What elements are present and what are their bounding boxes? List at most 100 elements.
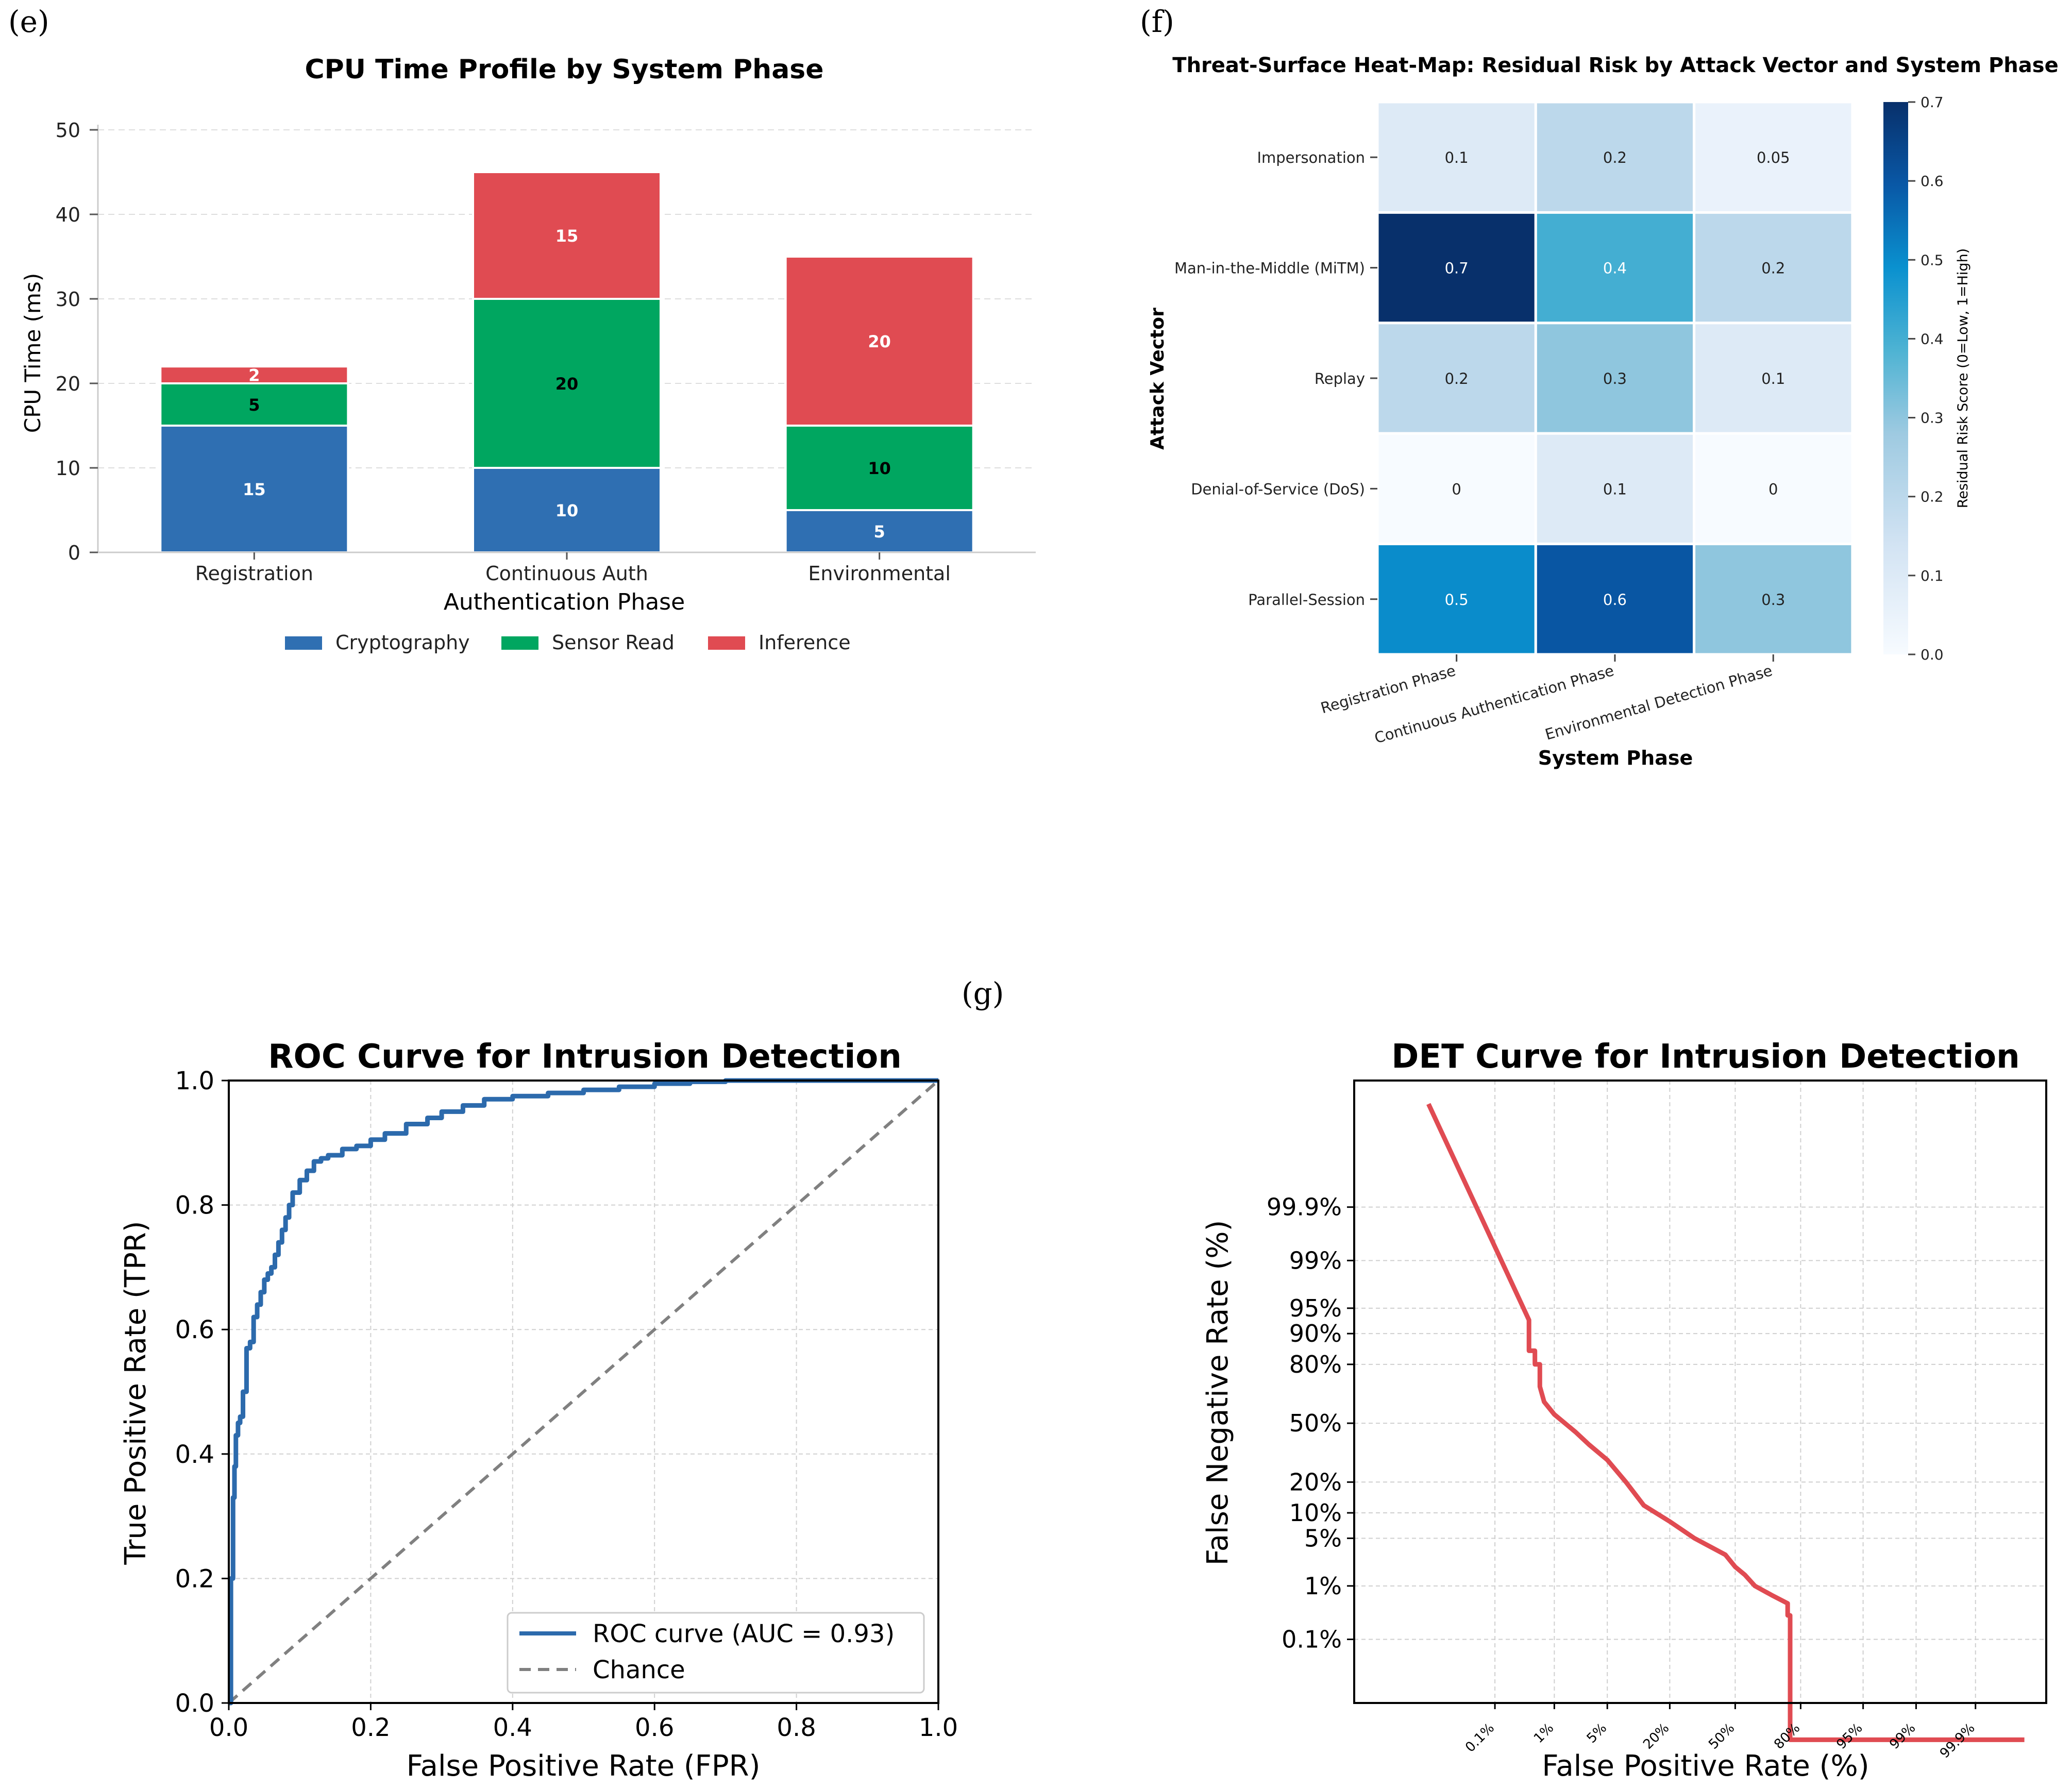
heatmap-cell: [1534, 100, 1696, 214]
colorbar-tick-label: 0.0: [1921, 646, 1944, 663]
heatmap-cell-value: 0.4: [1603, 260, 1627, 277]
heatmap-cell: [1534, 322, 1696, 435]
cpu-y-axis-label: CPU Time (ms): [20, 273, 45, 433]
heatmap-col-label: Registration Phase: [1319, 662, 1458, 717]
cpu-y-tick-label: 50: [56, 119, 80, 142]
threat-heatmap: Threat-Surface Heat-Map: Residual Risk b…: [1147, 54, 2059, 769]
cpu-bar-inference: [159, 365, 349, 385]
det-y-tick-label: 20%: [1289, 1468, 1342, 1496]
roc-legend: ROC curve (AUC = 0.93) Chance: [507, 1612, 925, 1694]
roc-y-tick-label: 0.4: [175, 1440, 214, 1469]
cpu-x-axis: Registration Continuous Auth Environmental: [98, 551, 1036, 585]
det-ticks: 0.1% 1% 5% 20% 50% 80% 95% 99% 99.9%0.1%1%5%10%2…: [1267, 1193, 1978, 1762]
cpu-bar-value-label: 2: [248, 366, 260, 385]
roc-lines: [228, 1078, 939, 1706]
det-y-axis-label: False Negative Rate (%): [1201, 1220, 1235, 1566]
panel-label-f: (f): [1140, 4, 1174, 39]
det-y-tick-label: 1%: [1304, 1572, 1342, 1600]
colorbar-tick-label: 0.4: [1921, 330, 1944, 347]
cpu-legend-label: Cryptography: [335, 631, 470, 654]
roc-y-axis-label: True Positive Rate (TPR): [119, 1221, 153, 1565]
heatmap-cell: [1693, 322, 1854, 435]
heatmap-cell: [1534, 543, 1696, 656]
cpu-x-tick-label: Continuous Auth: [485, 562, 648, 585]
roc-x-axis-label: False Positive Rate (FPR): [407, 1749, 761, 1783]
det-x-tick-label: 95%: [1833, 1720, 1865, 1752]
det-y-tick-label: 99%: [1289, 1246, 1342, 1274]
heatmap-cell-value: 0.05: [1757, 149, 1790, 166]
det-y-tick-label: 5%: [1304, 1524, 1342, 1552]
heatmap-cell-value: 0: [1452, 480, 1461, 498]
det-y-tick-label: 0.1%: [1282, 1626, 1342, 1654]
heatmap-row-label: Parallel-Session: [1248, 591, 1365, 609]
det-y-tick-label: 99.9%: [1267, 1193, 1342, 1221]
cpu-legend-label: Sensor Read: [552, 631, 675, 654]
heatmap-cell-value: 0.1: [1445, 149, 1469, 166]
det-x-tick-label: 80%: [1771, 1720, 1803, 1752]
cpu-bar-value-label: 15: [555, 226, 579, 246]
cpu-bar-value-label: 5: [874, 522, 885, 542]
det-curve: [1426, 1103, 2025, 1742]
det-y-tick-label: 95%: [1289, 1294, 1342, 1322]
cpu-y-axis: 0 10 20 30 40 50: [56, 119, 99, 564]
cpu-x-axis-label: Authentication Phase: [444, 589, 685, 615]
heatmap-row-label: Denial-of-Service (DoS): [1191, 480, 1365, 498]
cpu-legend-swatch: [501, 636, 538, 650]
cpu-bar-sensor-read: [159, 382, 349, 427]
heatmap-y-axis-label: Attack Vector: [1147, 308, 1168, 450]
colorbar-tick-label: 0.3: [1921, 410, 1944, 427]
det-y-tick-label: 10%: [1289, 1499, 1342, 1527]
heatmap-cell-value: 0.3: [1603, 370, 1627, 387]
roc-x-tick-label: 0.6: [635, 1713, 674, 1742]
det-x-tick-label: 20%: [1640, 1720, 1672, 1752]
roc-y-tick-label: 0.0: [175, 1689, 214, 1718]
roc-chart-title: ROC Curve for Intrusion Detection: [268, 1038, 902, 1076]
roc-chart: ROC Curve for Intrusion Detection 0.0 0.2…: [119, 1038, 958, 1783]
cpu-y-tick-label: 40: [56, 204, 80, 226]
heatmap-cell: [1693, 100, 1854, 214]
cpu-legend-label: Inference: [759, 631, 851, 654]
panel-label-g: (g): [962, 976, 1004, 1011]
colorbar-label: Residual Risk Score (0=Low, 1=High): [1955, 248, 1971, 508]
roc-y-tick-label: 1.0: [175, 1067, 214, 1095]
cpu-x-tick-label: Registration: [195, 562, 313, 585]
heatmap-row-labels: Impersonation Man-in-the-Middle (MiTM) Rep…: [1174, 149, 1377, 609]
cpu-bar-value-label: 10: [555, 501, 579, 520]
heatmap-cell-value: 0.7: [1445, 260, 1469, 277]
colorbar-tick-label: 0.6: [1921, 173, 1944, 190]
roc-x-tick-label: 0.4: [493, 1713, 532, 1742]
cpu-bar-inference: [472, 171, 662, 300]
cpu-y-tick-label: 0: [68, 542, 80, 564]
cpu-legend-swatch: [708, 636, 745, 650]
heatmap-title: Threat-Surface Heat-Map: Residual Risk b…: [1172, 54, 2058, 77]
heatmap-cell: [1693, 432, 1854, 546]
roc-x-tick-label: 0.2: [351, 1713, 390, 1742]
roc-y-tick-label: 0.8: [175, 1191, 214, 1220]
det-grid: [1354, 1081, 2046, 1703]
colorbar-tick-label: 0.1: [1921, 567, 1944, 584]
heatmap-cell-value: 0.2: [1761, 260, 1785, 277]
det-plot-frame: [1353, 1079, 2047, 1704]
det-y-tick-label: 90%: [1289, 1320, 1342, 1347]
heatmap-cell-value: 0.1: [1603, 480, 1627, 498]
heatmap-row-label: Replay: [1315, 370, 1365, 387]
roc-y-tick-label: 0.2: [175, 1564, 214, 1593]
chance-line: [228, 1079, 939, 1705]
heatmap-cell: [1693, 543, 1854, 656]
colorbar-ticks: 0.0 0.1 0.2 0.3 0.4 0.5 0.6 0.7: [1908, 94, 1944, 663]
cpu-y-tick-label: 10: [56, 457, 80, 480]
cpu-bar-sensor-read: [472, 298, 662, 469]
cpu-bar-value-label: 20: [555, 374, 579, 394]
cpu-bars: 15 5 2 10 20 15 5 10 20: [159, 171, 974, 553]
panel-label-e: (e): [8, 4, 49, 39]
roc-legend-box: [507, 1612, 925, 1694]
det-x-tick-label: 1%: [1531, 1720, 1557, 1746]
cpu-bar-value-label: 10: [868, 459, 891, 478]
roc-plot-frame: [228, 1079, 939, 1704]
heatmap-cell-value: 0.1: [1761, 370, 1785, 387]
heatmap-cells: 0.1 0.2 0.05 0.7 0.4 0.2 0.2 0.3 0.1 0 0.1 0 0.5 0.6 0…: [1376, 100, 1854, 656]
cpu-bar-value-label: 5: [248, 395, 260, 415]
cpu-y-tick-label: 20: [56, 373, 80, 395]
chance-legend-label: Chance: [593, 1656, 685, 1684]
